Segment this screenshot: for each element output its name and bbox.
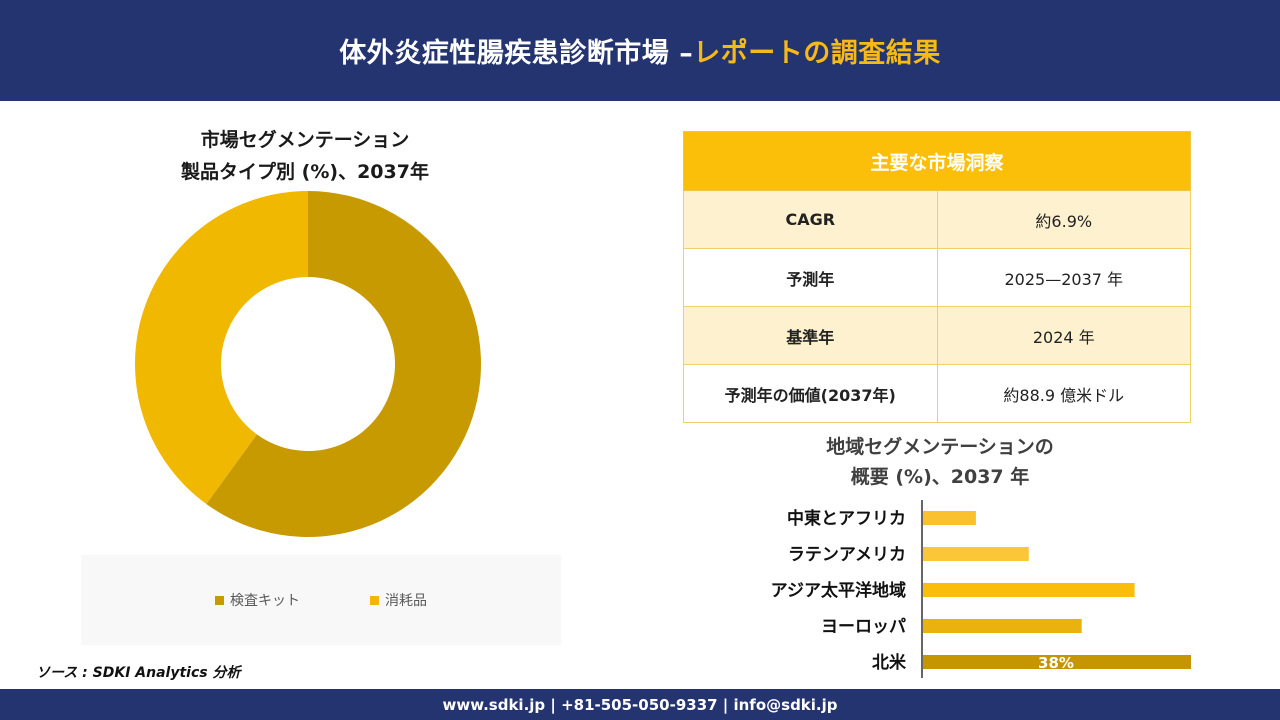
insight-row-base-year: 基準年 2024 年 bbox=[683, 306, 1191, 365]
insights-header-row: 主要な市場洞察 bbox=[683, 131, 1191, 191]
market-insights-table: 主要な市場洞察 CAGR 約6.9% 予測年 2025—2037 年 基準年 2… bbox=[683, 131, 1191, 423]
donut-title-line2: 製品タイプ別 (%)、2037年 bbox=[181, 161, 429, 183]
legend-item-consumables: 消耗品 bbox=[370, 590, 427, 610]
legend-swatch-consumables bbox=[370, 595, 379, 605]
footer-contact: www.sdki.jp | +81-505-050-9337 | info@sd… bbox=[442, 695, 838, 714]
bar-chart-title: 地域セグメンテーションの 概要 (%)、2037 年 bbox=[790, 432, 1090, 492]
bar-title-line1: 地域セグメンテーションの bbox=[826, 436, 1054, 458]
donut-chart-title: 市場セグメンテーション 製品タイプ別 (%)、2037年 bbox=[150, 124, 460, 188]
insight-label: 予測年の価値(2037年) bbox=[683, 364, 938, 423]
donut-legend: 検査キット 消耗品 bbox=[81, 555, 561, 645]
bar-2 bbox=[923, 583, 1135, 597]
legend-label-consumables: 消耗品 bbox=[385, 593, 427, 609]
bar-0 bbox=[923, 511, 976, 525]
bar-category-label: 中東とアフリカ bbox=[787, 508, 906, 529]
donut-slice-1 bbox=[135, 191, 308, 504]
insights-header: 主要な市場洞察 bbox=[683, 131, 1191, 191]
donut-slice-0 bbox=[206, 191, 481, 537]
insight-row-cagr: CAGR 約6.9% bbox=[683, 190, 1191, 249]
insight-label: CAGR bbox=[683, 190, 938, 249]
page-title: 体外炎症性腸疾患診断市場 –レポートの調査結果 bbox=[339, 31, 940, 70]
title-main: 体外炎症性腸疾患診断市場 – bbox=[339, 38, 694, 69]
insight-value: 2025—2037 年 bbox=[936, 248, 1191, 307]
insight-value: 約88.9 億米ドル bbox=[936, 364, 1191, 423]
title-accent: レポートの調査結果 bbox=[693, 38, 941, 69]
bar-category-label: ラテンアメリカ bbox=[788, 545, 906, 565]
legend-item-test-kits: 検査キット bbox=[215, 590, 300, 610]
insight-label: 予測年 bbox=[683, 248, 938, 307]
header-banner: 体外炎症性腸疾患診断市場 –レポートの調査結果 bbox=[0, 0, 1280, 101]
insight-value: 約6.9% bbox=[936, 190, 1191, 249]
bar-category-label: アジア太平洋地域 bbox=[771, 580, 906, 601]
legend-swatch-test-kits bbox=[215, 595, 224, 605]
footer-bar: www.sdki.jp | +81-505-050-9337 | info@sd… bbox=[0, 689, 1280, 720]
bar-3 bbox=[923, 619, 1082, 633]
insight-value: 2024 年 bbox=[936, 306, 1191, 365]
donut-title-line1: 市場セグメンテーション bbox=[200, 129, 410, 151]
bar-4 bbox=[923, 655, 1191, 669]
source-note: ソース : SDKI Analytics 分析 bbox=[36, 665, 241, 681]
bar-category-label: 北米 bbox=[872, 652, 907, 673]
insight-label: 基準年 bbox=[683, 306, 938, 365]
insight-row-forecast-value: 予測年の価値(2037年) 約88.9 億米ドル bbox=[683, 364, 1191, 423]
donut-chart bbox=[135, 191, 481, 537]
bar-1 bbox=[923, 547, 1029, 561]
insight-row-forecast-years: 予測年 2025—2037 年 bbox=[683, 248, 1191, 307]
legend-label-test-kits: 検査キット bbox=[230, 593, 300, 609]
bar-title-line2: 概要 (%)、2037 年 bbox=[850, 466, 1030, 488]
bar-data-label: 38% bbox=[1038, 654, 1074, 672]
bar-category-label: ヨーロッパ bbox=[821, 617, 906, 637]
